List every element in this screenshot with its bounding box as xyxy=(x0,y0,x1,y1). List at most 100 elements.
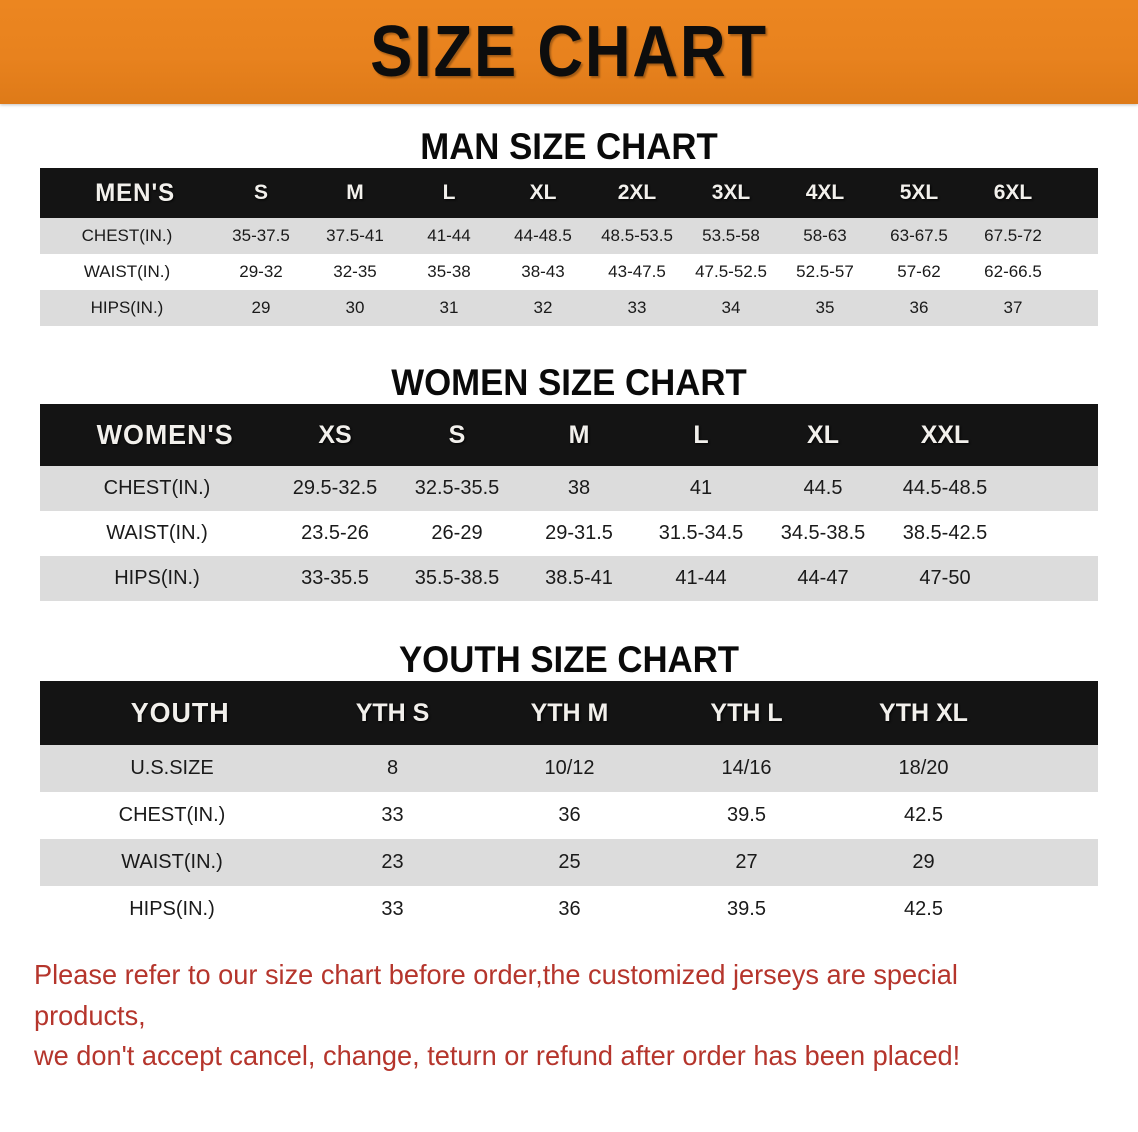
women-table-row: WAIST(IN.) 23.5-26 26-29 29-31.5 31.5-34.5 34… xyxy=(40,511,1098,556)
youth-cell: 33 xyxy=(381,804,404,826)
women-header-row: WOMEN'S XS S M L XL XXL xyxy=(40,404,1098,466)
youth-row-spacer xyxy=(1012,792,1098,839)
youth-table-row: HIPS(IN.) 33 36 39.5 42.5 xyxy=(40,886,1098,933)
women-cell: 23.5-26 xyxy=(301,522,369,544)
women-cell: 44.5-48.5 xyxy=(902,477,988,499)
man-column-header: 2XL xyxy=(617,181,657,204)
youth-table-header: YOUTH YTH S YTH M YTH L YTH XL xyxy=(40,681,1098,745)
women-cell: 31.5-34.5 xyxy=(658,522,744,544)
women-column-header: L xyxy=(693,420,709,449)
women-chart-wrap: WOMEN'S XS S M L XL XXL CHEST(IN.) 29.5-32.5 32… xyxy=(40,404,1098,601)
man-cell: 62-66.5 xyxy=(984,262,1042,281)
women-section-heading: WOMEN SIZE CHART xyxy=(391,362,747,403)
women-row-spacer xyxy=(1006,466,1098,511)
women-cell: 29.5-32.5 xyxy=(292,477,378,499)
youth-cell: 25 xyxy=(558,851,581,873)
man-column-header: S xyxy=(253,181,268,204)
youth-cell: 18/20 xyxy=(898,757,949,779)
man-cell: 32-35 xyxy=(333,262,377,281)
man-cell: 38-43 xyxy=(521,262,565,281)
man-section-heading: MAN SIZE CHART xyxy=(420,126,718,167)
youth-row-spacer xyxy=(1012,745,1098,792)
man-cell: 37.5-41 xyxy=(326,226,384,245)
women-cell: 29-31.5 xyxy=(545,522,613,544)
man-cell: 44-48.5 xyxy=(514,226,572,245)
youth-column-header: YTH XL xyxy=(879,698,968,727)
women-column-header: M xyxy=(568,420,590,449)
women-cell: 44-47 xyxy=(797,567,849,589)
youth-cell: 10/12 xyxy=(544,757,595,779)
man-cell: 47.5-52.5 xyxy=(695,262,767,281)
man-column-header: XL xyxy=(529,181,557,204)
man-cell: 58-63 xyxy=(803,226,847,245)
man-cell: 57-62 xyxy=(897,262,941,281)
women-cell: 38.5-41 xyxy=(545,567,613,589)
youth-row-spacer xyxy=(1012,839,1098,886)
youth-header-spacer xyxy=(1012,681,1098,745)
man-row-label: HIPS(IN.) xyxy=(90,298,164,317)
man-table-row: WAIST(IN.) 29-32 32-35 35-38 38-43 43-47.5 47.… xyxy=(40,254,1098,290)
page-banner: SIZE CHART xyxy=(0,0,1138,104)
man-cell: 43-47.5 xyxy=(608,262,666,281)
youth-row-label: HIPS(IN.) xyxy=(129,898,215,920)
women-column-header: XL xyxy=(807,420,839,449)
women-cell: 26-29 xyxy=(431,522,483,544)
women-cell: 35.5-38.5 xyxy=(414,567,500,589)
man-cell: 52.5-57 xyxy=(796,262,854,281)
women-cell: 41 xyxy=(689,477,713,499)
youth-table-body: U.S.SIZE 8 10/12 14/16 18/20 CHEST(IN.) 33 36 39… xyxy=(40,745,1098,933)
man-table-header: MEN'S S M L XL 2XL 3XL 4XL 5XL 6XL xyxy=(40,168,1098,218)
women-table-body: CHEST(IN.) 29.5-32.5 32.5-35.5 38 41 44.5 44.5… xyxy=(40,466,1098,601)
youth-cell: 42.5 xyxy=(904,804,943,826)
women-row-label: HIPS(IN.) xyxy=(114,567,200,589)
youth-cell: 14/16 xyxy=(721,757,772,779)
man-column-header: 4XL xyxy=(805,181,845,204)
women-cell: 38 xyxy=(567,477,591,499)
man-header-spacer xyxy=(1060,168,1098,218)
women-table-header: WOMEN'S XS S M L XL XXL xyxy=(40,404,1098,466)
women-cell: 47-50 xyxy=(919,567,971,589)
man-cell: 35-37.5 xyxy=(232,226,290,245)
youth-row-label: U.S.SIZE xyxy=(130,757,214,779)
youth-cell: 8 xyxy=(386,757,399,779)
youth-table-row: CHEST(IN.) 33 36 39.5 42.5 xyxy=(40,792,1098,839)
youth-cell: 36 xyxy=(558,898,581,920)
man-cell: 33 xyxy=(627,298,647,317)
youth-row-spacer xyxy=(1012,886,1098,933)
youth-header-row: YOUTH YTH S YTH M YTH L YTH XL xyxy=(40,681,1098,745)
man-column-header: 5XL xyxy=(899,181,939,204)
youth-table-row: U.S.SIZE 8 10/12 14/16 18/20 xyxy=(40,745,1098,792)
youth-cell: 39.5 xyxy=(727,804,766,826)
man-cell: 37 xyxy=(1003,298,1023,317)
man-size-table: MEN'S S M L XL 2XL 3XL 4XL 5XL 6XL CHEST(IN.) 35-… xyxy=(40,168,1098,326)
youth-cell: 23 xyxy=(381,851,404,873)
man-cell: 29-32 xyxy=(239,262,283,281)
man-table-body: CHEST(IN.) 35-37.5 37.5-41 41-44 44-48.5 48.5… xyxy=(40,218,1098,326)
youth-column-header: YTH S xyxy=(355,698,430,727)
youth-column-header: YTH L xyxy=(710,698,783,727)
youth-chart-wrap: YOUTH YTH S YTH M YTH L YTH XL U.S.SIZE 8 10/… xyxy=(40,681,1098,933)
women-column-header: XS xyxy=(318,420,352,449)
man-chart-wrap: MEN'S S M L XL 2XL 3XL 4XL 5XL 6XL CHEST(IN.) 35-… xyxy=(40,168,1098,326)
man-column-header: 6XL xyxy=(993,181,1033,204)
women-cell: 44.5 xyxy=(803,477,843,499)
man-cell: 67.5-72 xyxy=(984,226,1042,245)
man-cell: 48.5-53.5 xyxy=(601,226,673,245)
man-row-label: WAIST(IN.) xyxy=(83,262,171,281)
women-cell: 38.5-42.5 xyxy=(902,522,988,544)
women-column-header: S xyxy=(448,420,466,449)
man-corner-label: MEN'S xyxy=(95,178,176,207)
man-cell: 34 xyxy=(721,298,741,317)
man-row-spacer xyxy=(1060,218,1098,254)
women-row-spacer xyxy=(1006,556,1098,601)
youth-table-row: WAIST(IN.) 23 25 27 29 xyxy=(40,839,1098,886)
man-cell: 30 xyxy=(345,298,365,317)
women-column-header: XXL xyxy=(920,420,970,449)
man-cell: 29 xyxy=(251,298,271,317)
youth-section-heading: YOUTH SIZE CHART xyxy=(398,639,740,680)
disclaimer-line-2: we don't accept cancel, change, teturn o… xyxy=(34,1040,961,1072)
man-row-label: CHEST(IN.) xyxy=(81,226,173,245)
women-row-spacer xyxy=(1006,511,1098,556)
women-header-spacer xyxy=(1006,404,1098,466)
youth-cell: 33 xyxy=(381,898,404,920)
